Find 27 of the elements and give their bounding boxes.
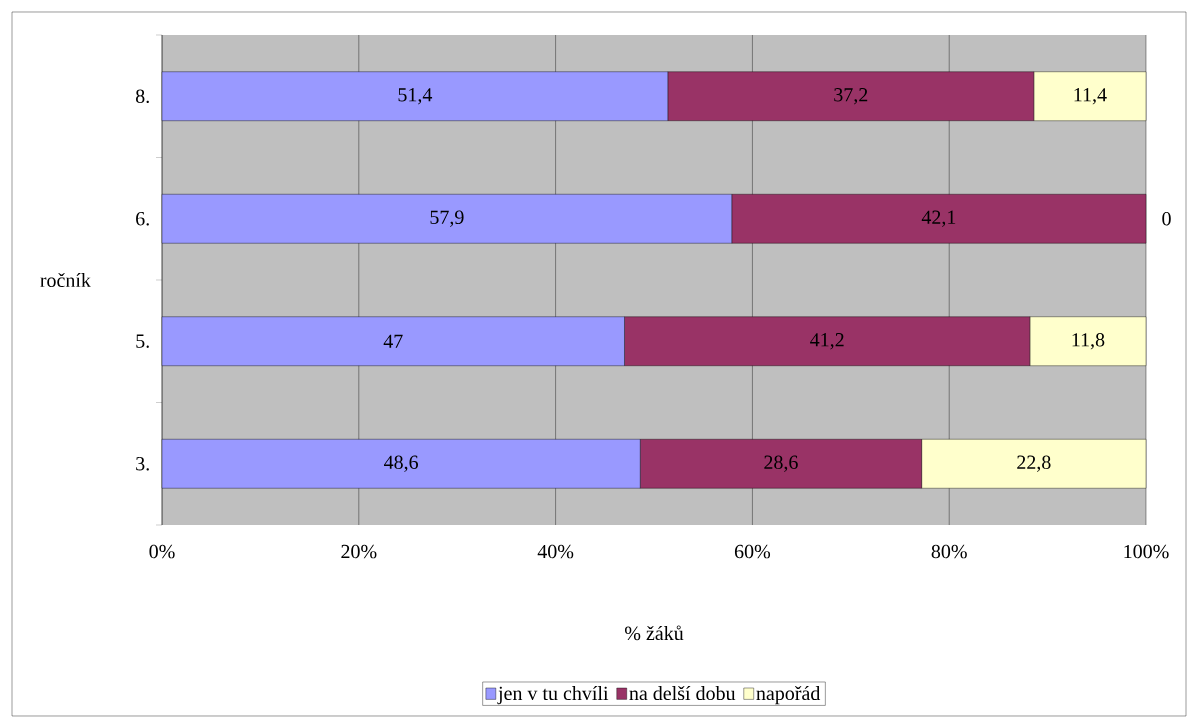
data-label: 28,6 [764, 455, 798, 472]
x-tick-label: 100% [1124, 544, 1169, 559]
data-label: 41,2 [810, 333, 844, 350]
data-label: 37,2 [834, 88, 868, 105]
data-label: 11,4 [1074, 88, 1107, 105]
data-label: 48,6 [384, 455, 419, 472]
data-label: 51,4 [398, 88, 433, 105]
data-label: 11,8 [1072, 333, 1105, 350]
x-tick-label: 60% [734, 544, 771, 559]
data-label: 22,8 [1017, 455, 1051, 472]
x-tick-label: 20% [341, 544, 377, 559]
legend-label: jen v tu chvíli [497, 685, 609, 705]
y-tick-label: 3. [136, 456, 149, 471]
data-label: 47 [383, 334, 403, 348]
x-tick-label: 80% [931, 544, 967, 559]
x-tick-label: 0% [149, 544, 175, 559]
data-label: 57,9 [430, 210, 464, 227]
legend-label: napořád [756, 685, 821, 705]
y-tick-label: 6. [136, 211, 149, 226]
y-tick-label: 8. [135, 89, 149, 104]
y-tick-label: 5. [136, 334, 149, 348]
data-label: 0 [1162, 212, 1171, 226]
x-tick-label: 40% [537, 544, 574, 559]
data-label: 42,1 [921, 210, 956, 227]
x-axis-title: % žáků [624, 625, 684, 641]
legend-label: na delší dobu [629, 685, 736, 701]
y-axis-title: ročník [40, 272, 91, 288]
